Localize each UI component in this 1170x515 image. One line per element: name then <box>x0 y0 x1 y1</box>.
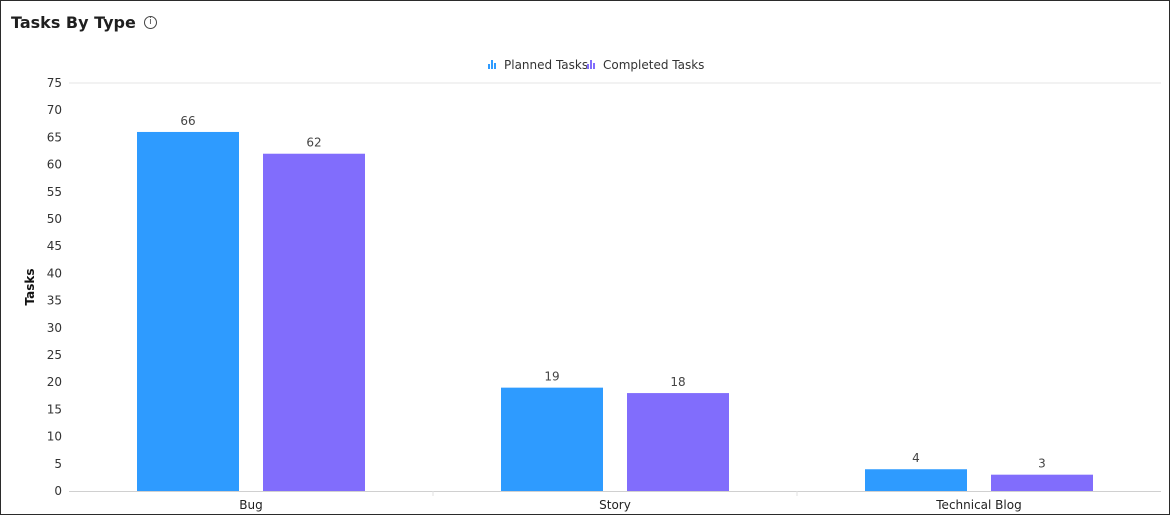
info-icon[interactable]: i <box>143 16 157 29</box>
y-tick-label: 45 <box>47 239 62 253</box>
legend-icon-bar <box>587 64 589 69</box>
chart-title-row: Tasks By Type i <box>11 13 157 32</box>
legend-icon-bar <box>590 60 592 69</box>
y-tick-label: 70 <box>47 103 62 117</box>
legend-icon-bar <box>488 64 490 69</box>
legend-label: Planned Tasks <box>504 58 588 72</box>
y-tick-label: 25 <box>47 348 62 362</box>
legend-item-completed-tasks[interactable]: Completed Tasks <box>587 58 704 72</box>
legend-bar-icon <box>488 60 496 69</box>
y-tick-label: 15 <box>47 402 62 416</box>
y-tick-label: 55 <box>47 185 62 199</box>
y-tick-label: 20 <box>47 375 62 389</box>
y-tick-label: 10 <box>47 430 62 444</box>
y-tick-label: 65 <box>47 130 62 144</box>
y-tick-label: 5 <box>54 457 62 471</box>
data-label: 3 <box>1038 457 1046 471</box>
x-category-label: Story <box>599 498 631 512</box>
y-tick-label: 60 <box>47 158 62 172</box>
legend-label: Completed Tasks <box>603 58 704 72</box>
legend-icon-bar <box>491 60 493 69</box>
data-label: 4 <box>912 451 920 465</box>
bar-planned-tasks[interactable] <box>865 469 967 491</box>
legend-icon-bar <box>593 63 595 69</box>
legend-icon-bar <box>494 63 496 69</box>
y-tick-label: 50 <box>47 212 62 226</box>
data-label: 19 <box>544 370 559 384</box>
y-tick-label: 35 <box>47 294 62 308</box>
bar-completed-tasks[interactable] <box>263 153 365 491</box>
bar-planned-tasks[interactable] <box>137 131 239 491</box>
data-label: 66 <box>180 114 195 128</box>
y-tick-label: 0 <box>54 484 62 498</box>
data-label: 62 <box>306 136 321 150</box>
y-tick-label: 30 <box>47 321 62 335</box>
legend-bar-icon <box>587 60 595 69</box>
chart-title: Tasks By Type <box>11 13 136 32</box>
bar-completed-tasks[interactable] <box>627 393 729 491</box>
y-axis-label: Tasks <box>23 268 37 305</box>
x-category-label: Bug <box>239 498 262 512</box>
legend-item-planned-tasks[interactable]: Planned Tasks <box>488 58 588 72</box>
x-category-label: Technical Blog <box>935 498 1021 512</box>
y-tick-label: 40 <box>47 266 62 280</box>
bar-completed-tasks[interactable] <box>991 474 1093 491</box>
y-tick-label: 75 <box>47 76 62 90</box>
bar-planned-tasks[interactable] <box>501 387 603 491</box>
data-label: 18 <box>670 375 685 389</box>
